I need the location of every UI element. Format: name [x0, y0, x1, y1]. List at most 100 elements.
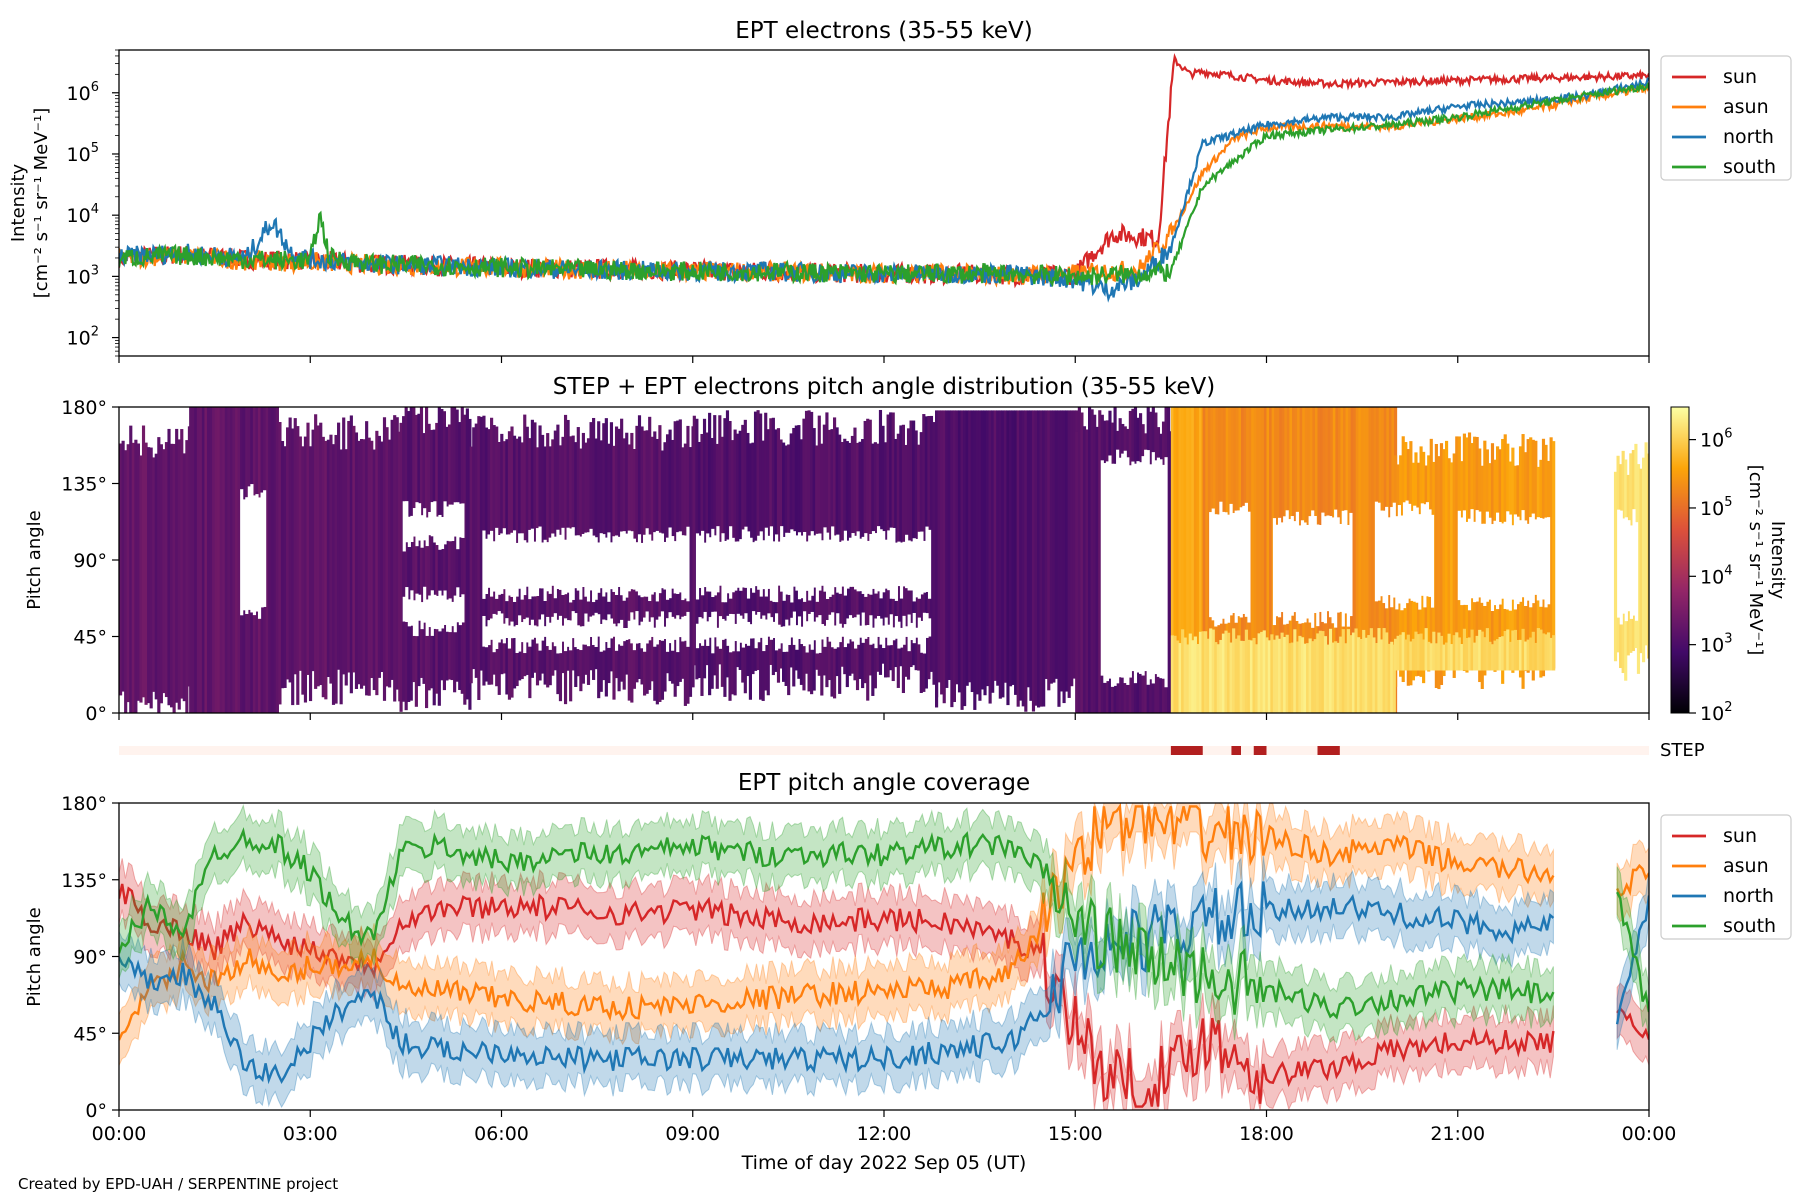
- pad-cell: [465, 408, 469, 700]
- pad-cell-high: [1529, 637, 1533, 671]
- pad-gap: [410, 590, 414, 626]
- pad-cell: [1098, 410, 1102, 713]
- pad-cell: [306, 422, 310, 675]
- pad-cell: [430, 429, 434, 689]
- pad-cell: [382, 417, 387, 701]
- pad-gap: [528, 529, 532, 600]
- panel2-ytick-label: 180°: [61, 397, 107, 419]
- pad-cell-high: [1394, 638, 1398, 671]
- pad-gap: [767, 613, 771, 637]
- pad-cell: [1202, 407, 1206, 713]
- pad-gap: [785, 619, 789, 652]
- pad-gap: [869, 533, 873, 595]
- pad-gap: [1308, 516, 1312, 623]
- pad-gap: [518, 615, 522, 652]
- pad-cell: [377, 435, 381, 678]
- panel3-xtick-label: 06:00: [474, 1123, 529, 1145]
- pad-gap: [505, 534, 509, 602]
- pad-gap: [866, 624, 870, 637]
- pad-cell-high: [1323, 636, 1328, 713]
- pad-gap: [630, 612, 634, 644]
- pad-gap: [759, 531, 763, 597]
- pad-cell: [1644, 442, 1648, 646]
- pad-gap: [915, 538, 919, 598]
- pad-cell: [180, 429, 184, 699]
- pad-cell: [229, 407, 234, 713]
- pad-cell: [296, 426, 300, 705]
- pad-gap: [597, 542, 601, 593]
- pad-cell-high: [1411, 638, 1415, 671]
- pad-gap: [1420, 503, 1424, 596]
- pad-cell-high: [1475, 635, 1479, 671]
- pad-gap: [525, 542, 529, 587]
- pad-cell: [270, 407, 274, 713]
- panel3-xtick-label: 09:00: [665, 1123, 720, 1145]
- pad-cell: [1062, 410, 1066, 704]
- pad-cell-high: [1308, 638, 1312, 713]
- pad-gap: [597, 614, 601, 637]
- pad-gap: [721, 618, 725, 640]
- pad-gap: [484, 626, 489, 648]
- pad-cell: [334, 434, 338, 704]
- pad-cell-high: [1293, 629, 1297, 713]
- pad-gap: [695, 623, 700, 649]
- pad-gap: [653, 627, 657, 647]
- pad-cell: [362, 439, 366, 686]
- step-coverage-bar: STEP: [119, 740, 1705, 761]
- pad-cell-high: [1432, 631, 1436, 671]
- panel3-series-south: [1616, 891, 1649, 1013]
- pad-gap: [655, 530, 659, 602]
- pad-gap: [1385, 506, 1389, 609]
- panel3-legend-label-asun: asun: [1723, 855, 1769, 877]
- pad-gap: [507, 534, 512, 596]
- pad-gap: [887, 530, 891, 591]
- pad-gap: [792, 611, 796, 645]
- pad-cell: [324, 440, 328, 700]
- pad-gap: [884, 539, 888, 589]
- pad-cell-high: [1511, 630, 1515, 671]
- pad-cell-high: [1209, 628, 1213, 713]
- pad-gap: [746, 621, 751, 646]
- pad-gap: [698, 535, 702, 588]
- pad-cell-high: [1283, 636, 1287, 713]
- pad-gap: [512, 530, 517, 602]
- pad-gap: [723, 540, 728, 603]
- pad-gap: [864, 533, 868, 597]
- pad-gap: [510, 532, 514, 597]
- pad-gap: [594, 612, 598, 647]
- pad-gap: [660, 611, 665, 641]
- pad-gap: [848, 615, 853, 640]
- pad-cell: [1175, 407, 1180, 713]
- pad-gap: [614, 535, 619, 595]
- pad-gap: [744, 613, 748, 644]
- pad-cell: [1029, 410, 1033, 701]
- pad-cell: [1371, 407, 1375, 713]
- pad-gap: [541, 542, 545, 589]
- pad-cell: [1258, 407, 1262, 713]
- pad-cell-high: [1478, 629, 1482, 671]
- pad-cell: [1047, 410, 1051, 691]
- pad-cell: [960, 410, 964, 710]
- pad-cell-high: [1385, 632, 1389, 713]
- panel2-ylabel: Pitch angle: [24, 510, 45, 609]
- pad-gap: [1156, 457, 1160, 677]
- panel3-ylabel: Pitch angle: [24, 907, 45, 1006]
- pad-gap: [1323, 516, 1328, 624]
- pad-cell: [447, 424, 452, 680]
- pad-gap: [782, 626, 786, 652]
- pad-gap: [1293, 521, 1297, 613]
- pad-gap: [1397, 505, 1401, 604]
- pad-cell-high: [1547, 632, 1551, 671]
- pad-cell: [1057, 410, 1061, 707]
- pad-gap: [594, 537, 598, 600]
- pad-gap: [604, 620, 608, 643]
- pad-gap: [579, 626, 583, 651]
- pad-cell: [1082, 426, 1087, 713]
- pad-gap: [451, 601, 455, 627]
- pad-cell-high: [1442, 644, 1446, 671]
- pad-cell-high: [1344, 643, 1348, 713]
- pad-cell: [1452, 453, 1456, 678]
- pad-gap: [887, 624, 891, 646]
- pad-gap: [838, 623, 842, 643]
- pad-gap: [240, 489, 244, 616]
